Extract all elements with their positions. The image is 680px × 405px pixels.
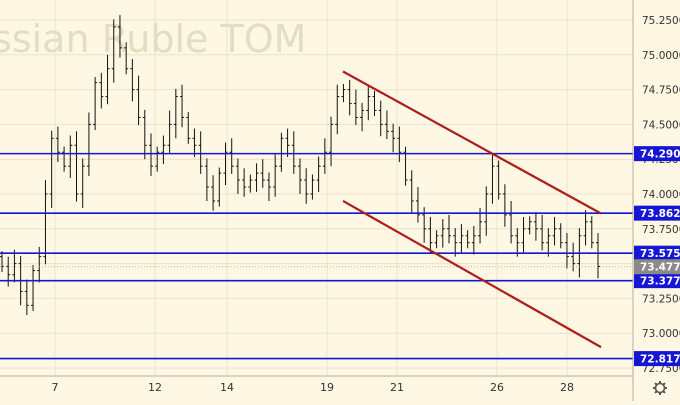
y-tick-label: 75.0000 xyxy=(642,50,680,62)
level-label: 72.8175 xyxy=(640,354,680,366)
level-label: 73.4775 xyxy=(640,262,680,274)
gear-icon-tooth xyxy=(654,390,658,394)
y-tick-label: 74.7500 xyxy=(642,85,680,97)
level-label-bg xyxy=(634,351,680,367)
x-tick-label: 21 xyxy=(390,381,404,394)
price-candles xyxy=(0,15,600,316)
trend-channel-line xyxy=(342,70,602,215)
level-label: 73.3775 xyxy=(640,276,680,288)
level-price-labels: 74.2900 73.8625 73.5750 73.3775 72.8175 73.47… xyxy=(634,146,680,367)
level-label: 74.2900 xyxy=(640,149,680,161)
y-tick-label: 74.0000 xyxy=(642,189,680,201)
x-axis-labels: 7 12 14 19 21 26 28 xyxy=(52,381,575,394)
y-tick-label: 73.2500 xyxy=(642,293,680,305)
level-label-bg xyxy=(634,259,680,275)
level-label: 73.8625 xyxy=(640,208,680,220)
y-tick-label: 73.0000 xyxy=(642,328,680,340)
chart-watermark: ssian Ruble TOM xyxy=(0,17,306,61)
level-label-bg xyxy=(634,245,680,261)
y-tick-label: 74.5000 xyxy=(642,119,680,131)
level-label-bg xyxy=(634,205,680,221)
y-tick-label: 73.7500 xyxy=(642,224,680,236)
price-axis-background xyxy=(633,0,680,401)
trend-channel-line xyxy=(342,200,602,349)
gear-icon-tooth xyxy=(662,382,666,386)
level-label-bg xyxy=(634,146,680,162)
grid-lines xyxy=(0,0,633,376)
x-tick-label: 28 xyxy=(560,381,574,394)
horizontal-levels[interactable] xyxy=(0,152,633,360)
level-label: 73.5750 xyxy=(640,248,680,260)
y-tick-label: 75.2500 xyxy=(642,15,680,27)
gear-icon-tooth xyxy=(662,390,666,394)
x-tick-label: 7 xyxy=(52,381,59,394)
gear-icon-tooth xyxy=(654,382,658,386)
x-tick-label: 14 xyxy=(220,381,234,394)
x-tick-label: 26 xyxy=(490,381,504,394)
gear-icon[interactable] xyxy=(653,381,667,395)
x-tick-label: 19 xyxy=(320,381,334,394)
trend-channel[interactable] xyxy=(342,70,602,349)
x-tick-label: 12 xyxy=(148,381,162,394)
level-label-bg xyxy=(634,273,680,289)
